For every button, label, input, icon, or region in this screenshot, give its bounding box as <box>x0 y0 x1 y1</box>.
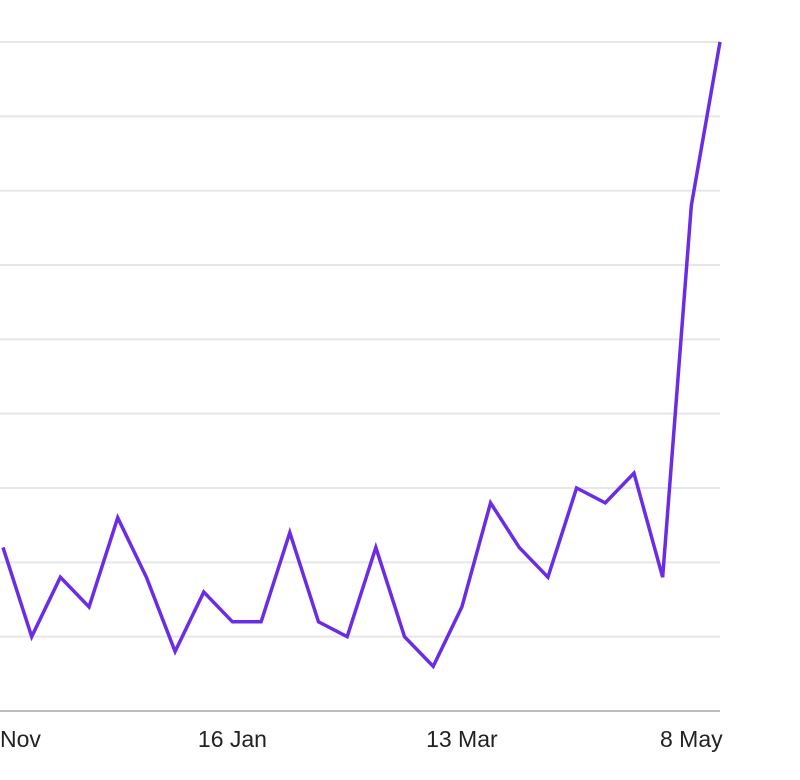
x-tick-label: Nov <box>0 726 41 752</box>
line-series <box>1 41 722 670</box>
x-tick-label: 16 Jan <box>198 726 267 752</box>
x-tick-label: 13 Mar <box>426 726 498 752</box>
x-tick-label: 8 May <box>660 726 723 752</box>
